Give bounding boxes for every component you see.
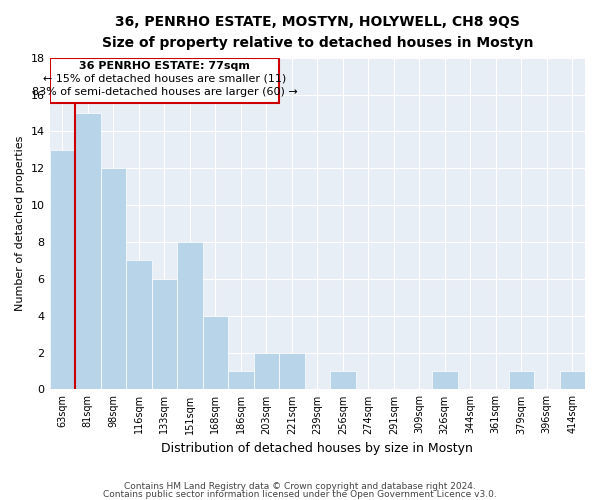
Text: 83% of semi-detached houses are larger (60) →: 83% of semi-detached houses are larger (… bbox=[32, 87, 298, 97]
Title: 36, PENRHO ESTATE, MOSTYN, HOLYWELL, CH8 9QS
Size of property relative to detach: 36, PENRHO ESTATE, MOSTYN, HOLYWELL, CH8… bbox=[101, 15, 533, 50]
Bar bbox=[101, 168, 126, 390]
Text: Contains public sector information licensed under the Open Government Licence v3: Contains public sector information licen… bbox=[103, 490, 497, 499]
Text: 36 PENRHO ESTATE: 77sqm: 36 PENRHO ESTATE: 77sqm bbox=[79, 61, 250, 71]
X-axis label: Distribution of detached houses by size in Mostyn: Distribution of detached houses by size … bbox=[161, 442, 473, 455]
Bar bbox=[126, 260, 152, 390]
Text: ← 15% of detached houses are smaller (11): ← 15% of detached houses are smaller (11… bbox=[43, 74, 286, 84]
Bar bbox=[50, 150, 75, 390]
Bar bbox=[330, 371, 356, 390]
Bar bbox=[177, 242, 203, 390]
Bar bbox=[228, 371, 254, 390]
Bar bbox=[152, 279, 177, 390]
Bar bbox=[203, 316, 228, 390]
Bar bbox=[279, 352, 305, 390]
Bar bbox=[254, 352, 279, 390]
Bar bbox=[432, 371, 458, 390]
Text: Contains HM Land Registry data © Crown copyright and database right 2024.: Contains HM Land Registry data © Crown c… bbox=[124, 482, 476, 491]
Bar bbox=[75, 113, 101, 390]
FancyBboxPatch shape bbox=[50, 58, 279, 103]
Bar bbox=[509, 371, 534, 390]
Bar bbox=[560, 371, 585, 390]
Y-axis label: Number of detached properties: Number of detached properties bbox=[15, 136, 25, 312]
